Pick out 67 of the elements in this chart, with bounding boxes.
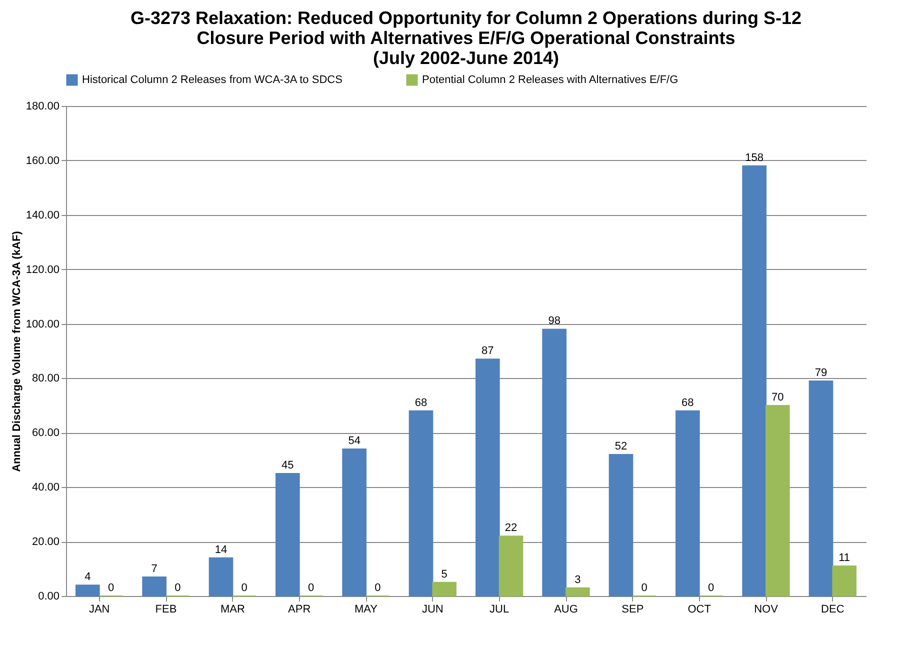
y-tick-label: 60.00 [32,427,60,440]
x-tick-label: FEB [155,604,177,616]
y-tick-label: 20.00 [32,536,60,548]
y-tick-label: 0.00 [38,590,60,602]
data-label: 0 [708,582,714,594]
data-label: 3 [574,574,581,586]
bar [832,566,856,596]
data-label: 87 [482,345,494,358]
x-tick-label: NOV [754,604,779,616]
x-tick-label: JUL [490,604,510,616]
x-tick-label: MAR [220,604,245,616]
bar [808,380,834,596]
bar [608,454,634,596]
data-label: 0 [241,582,248,594]
bar [566,587,590,596]
y-tick-label: 100.00 [26,318,60,330]
data-label: 98 [548,315,560,328]
legend-label: Historical Column 2 Releases from WCA-3A to SDCS [82,74,342,86]
legend-label: Potential Column 2 Releases with Alternatives E/F/G [422,74,678,86]
x-tick-label: DEC [821,604,844,616]
x-tick-label: JUN [422,604,444,616]
bar [766,404,790,596]
data-label: 52 [614,440,628,452]
bar [208,557,234,596]
bar [276,473,300,596]
data-label: 54 [348,435,360,447]
data-label: 70 [772,391,784,404]
y-tick-label: 180.00 [26,100,60,112]
data-label: 0 [374,582,381,594]
data-label: 7 [151,562,158,575]
data-label: 0 [174,582,181,594]
y-axis-title: Annual Discharge Volume from WCA-3A (kAF) [10,230,23,472]
bar [476,358,500,596]
x-tick-label: OCT [688,604,712,616]
bar [432,582,456,596]
data-label: 22 [504,522,518,534]
data-label: 68 [414,396,428,409]
bar [676,410,700,596]
bar [76,584,100,596]
bar [408,410,434,596]
bar [142,576,166,596]
y-tick-label: 40.00 [32,482,60,494]
x-tick-label: APR [288,604,311,616]
data-label: 0 [308,582,314,594]
x-tick-label: SEP [622,604,644,616]
x-tick-label: AUG [554,604,578,616]
data-label: 158 [745,152,764,164]
data-label: 45 [282,460,294,472]
data-label: 79 [814,366,828,379]
x-tick-label: JAN [88,604,110,616]
bar [498,536,524,596]
y-tick-label: 140.00 [26,209,60,222]
data-label: 0 [641,582,648,594]
y-tick-label: 80.00 [32,372,60,385]
bar [342,448,366,596]
data-label: 5 [441,568,448,580]
data-label: 14 [214,544,228,556]
y-tick-label: 160.00 [26,154,60,167]
x-tick-label: MAY [354,604,378,616]
data-label: 68 [682,396,694,409]
bar [742,165,766,596]
data-label: 11 [838,552,850,564]
data-label: 0 [108,582,114,594]
bar [542,328,566,596]
y-tick-label: 120.00 [26,264,60,276]
chart-title: G-3273 Relaxation: Reduced Opportunity for Column 2 Operations during S-12 Closure Period with Alternatives E/F/G Operational Constraints (July 2002-June 2014) [130,8,802,68]
data-label: 4 [84,571,91,584]
